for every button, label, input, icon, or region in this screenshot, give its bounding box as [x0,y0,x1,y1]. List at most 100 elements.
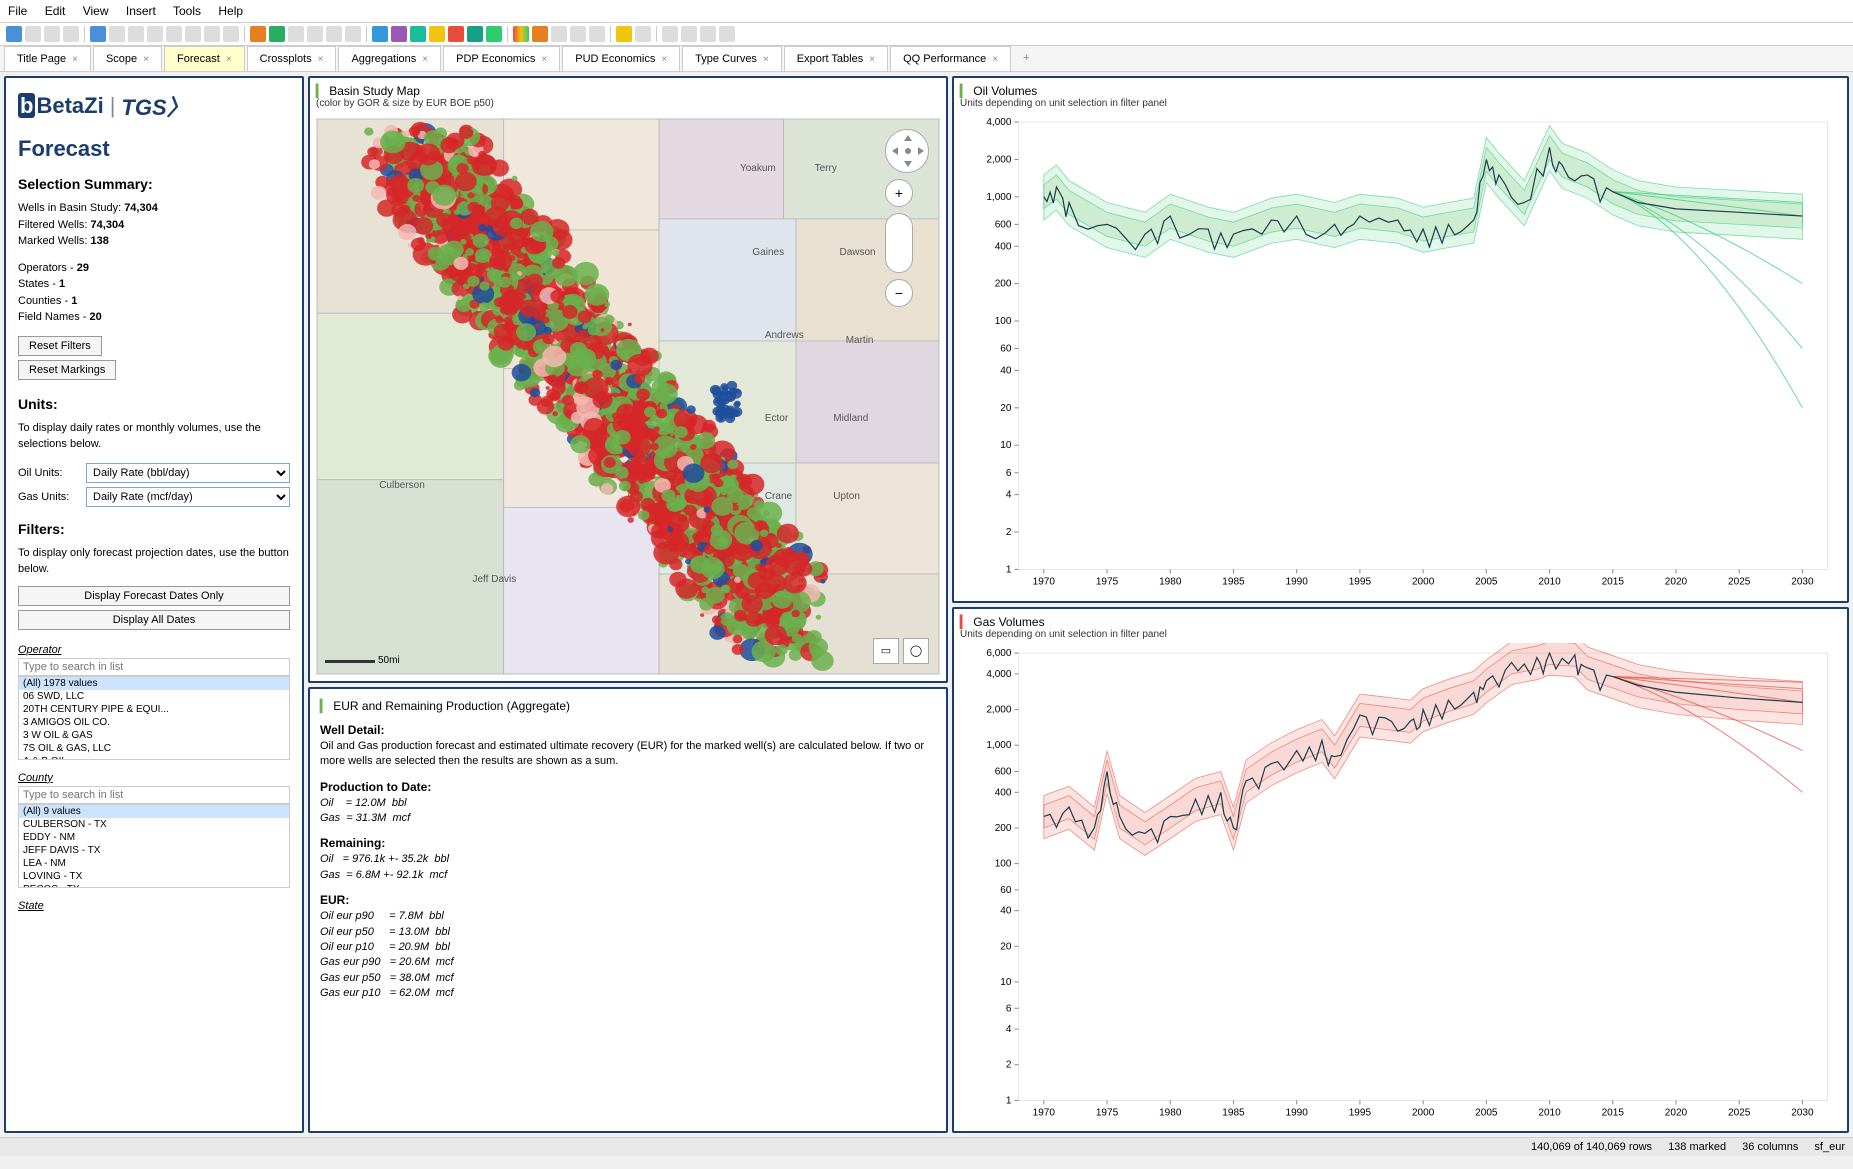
zoom-slider[interactable] [885,213,913,273]
text-icon[interactable] [288,26,304,42]
menu-file[interactable]: File [8,4,27,18]
county-search-input[interactable] [18,786,290,804]
svg-text:600: 600 [995,219,1012,230]
tab-close-icon[interactable]: × [869,54,875,65]
viz4-icon[interactable] [429,26,445,42]
oil-units-select[interactable]: Daily Rate (bbl/day) [86,463,290,483]
map-icon[interactable] [486,26,502,42]
display-forecast-button[interactable]: Display Forecast Dates Only [18,586,290,606]
tab-scope[interactable]: Scope× [93,46,162,71]
list-item[interactable]: LOVING - TX [19,870,289,883]
viz2-icon[interactable] [391,26,407,42]
list-item[interactable]: 3 W OIL & GAS [19,729,289,742]
stats-icon[interactable] [307,26,323,42]
tab-close-icon[interactable]: × [541,54,547,65]
tab-crossplots[interactable]: Crossplots× [247,46,337,71]
layout4-icon[interactable] [719,26,735,42]
heatmap-icon[interactable] [513,26,529,42]
status-rows: 140,069 of 140,069 rows [1531,1141,1652,1153]
list-item[interactable]: (All) 1978 values [19,677,289,690]
tab-close-icon[interactable]: × [143,54,149,65]
lasso-select-button[interactable]: ◯ [903,638,929,664]
undo-icon[interactable] [44,26,60,42]
list-item[interactable]: CULBERSON - TX [19,818,289,831]
menu-edit[interactable]: Edit [45,4,66,18]
script-icon[interactable] [616,26,632,42]
reset-markings-button[interactable]: Reset Markings [18,360,116,380]
tab-close-icon[interactable]: × [661,54,667,65]
list-item[interactable]: A & B OIL [19,755,289,760]
bar-icon[interactable] [147,26,163,42]
tab-type-curves[interactable]: Type Curves× [682,46,782,71]
list-item[interactable]: 20TH CENTURY PIPE & EQUI... [19,703,289,716]
crosstab-icon[interactable] [109,26,125,42]
group-icon[interactable] [345,26,361,42]
data-icon[interactable] [269,26,285,42]
viz5-icon[interactable] [448,26,464,42]
list-item[interactable]: 3 AMIGOS OIL CO. [19,716,289,729]
tab-pud-economics[interactable]: PUD Economics× [562,46,680,71]
oil-chart-area[interactable]: 1246102040601002004006001,0002,0004,0001… [960,112,1841,595]
line-icon[interactable] [166,26,182,42]
viz1-icon[interactable] [372,26,388,42]
zoom-in-button[interactable]: + [885,179,913,207]
menu-view[interactable]: View [83,4,109,18]
filter-icon[interactable] [250,26,266,42]
gear-icon[interactable] [635,26,651,42]
map-area[interactable]: + − ▭ ◯ 50mi YoakumTerryGainesDawsonAndr… [316,118,940,675]
layout1-icon[interactable] [662,26,678,42]
tab-qq-performance[interactable]: QQ Performance× [890,46,1011,71]
table-icon[interactable] [90,26,106,42]
combo-icon[interactable] [185,26,201,42]
layout2-icon[interactable] [681,26,697,42]
list-item[interactable]: PECOS - TX [19,883,289,888]
gas-units-select[interactable]: Daily Rate (mcf/day) [86,487,290,507]
tab-add-button[interactable]: + [1013,46,1039,71]
tab-aggregations[interactable]: Aggregations× [338,46,441,71]
pie-icon[interactable] [204,26,220,42]
svg-text:1980: 1980 [1159,1107,1182,1118]
sum-icon[interactable] [326,26,342,42]
viz3-icon[interactable] [410,26,426,42]
tab-pdp-economics[interactable]: PDP Economics× [443,46,560,71]
network-icon[interactable] [589,26,605,42]
tab-close-icon[interactable]: × [763,54,769,65]
rect-select-button[interactable]: ▭ [873,638,899,664]
zoom-out-button[interactable]: − [885,279,913,307]
parallel-icon[interactable] [570,26,586,42]
tab-export-tables[interactable]: Export Tables× [784,46,888,71]
tab-forecast[interactable]: Forecast× [164,46,245,71]
list-item[interactable]: JEFF DAVIS - TX [19,844,289,857]
menu-tools[interactable]: Tools [173,4,201,18]
display-all-button[interactable]: Display All Dates [18,610,290,630]
operator-list[interactable]: (All) 1978 values06 SWD, LLC20TH CENTURY… [18,676,290,760]
list-item[interactable]: 7S OIL & GAS, LLC [19,742,289,755]
save-icon[interactable] [6,26,22,42]
menu-insert[interactable]: Insert [126,4,156,18]
list-item[interactable]: EDDY - NM [19,831,289,844]
kpi-icon[interactable] [551,26,567,42]
tab-close-icon[interactable]: × [422,54,428,65]
pan-control[interactable] [885,129,929,173]
layout3-icon[interactable] [700,26,716,42]
list-item[interactable]: LEA - NM [19,857,289,870]
gas-chart-area[interactable]: 1246102040601002004006001,0002,0004,0006… [960,643,1841,1126]
tab-close-icon[interactable]: × [318,54,324,65]
redo-icon[interactable] [63,26,79,42]
list-item[interactable]: 06 SWD, LLC [19,690,289,703]
treemap-icon[interactable] [532,26,548,42]
graphical-icon[interactable] [128,26,144,42]
operator-search-input[interactable] [18,658,290,676]
list-item[interactable]: (All) 9 values [19,805,289,818]
tab-close-icon[interactable]: × [226,54,232,65]
tab-title-page[interactable]: Title Page× [4,46,91,71]
sidebar: bBetaZi|TGS〉 Forecast Selection Summary:… [4,76,304,1133]
tab-close-icon[interactable]: × [992,54,998,65]
globe-icon[interactable] [467,26,483,42]
county-list[interactable]: (All) 9 valuesCULBERSON - TXEDDY - NMJEF… [18,804,290,888]
scatter-icon[interactable] [223,26,239,42]
reset-filters-button[interactable]: Reset Filters [18,336,102,356]
new-icon[interactable] [25,26,41,42]
tab-close-icon[interactable]: × [72,54,78,65]
menu-help[interactable]: Help [218,4,243,18]
